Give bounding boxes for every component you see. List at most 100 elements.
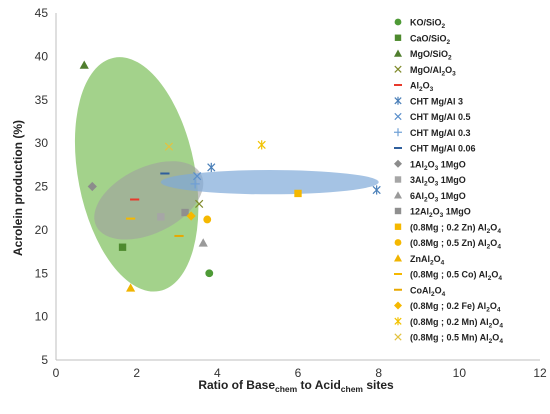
legend-item-cht-mg-al-0-5: CHT Mg/Al 0.5 [394, 112, 471, 122]
legend-label-coal2o4: CoAl2O4 [410, 285, 446, 298]
legend-item-0-8mg-0-5-co-al2o4: (0.8Mg ; 0.5 Co) Al2O4 [394, 270, 502, 283]
legend-marker-ko-sio2 [394, 18, 402, 26]
legend-label-0-8mg-0-2-mn-al2o4: (0.8Mg ; 0.2 Mn) Al2O4 [410, 317, 503, 330]
legend-item-0-8mg-0-5-mn-al2o4: (0.8Mg ; 0.5 Mn) Al2O4 [394, 333, 503, 346]
legend-marker-0-8mg-0-5-zn-al2o4 [394, 239, 402, 246]
point-12al2o3-1mgo-1 [181, 208, 189, 217]
legend-item-ko-sio2: KO/SiO2 [394, 18, 446, 31]
x-tick-label: 10 [453, 366, 467, 380]
legend-label-cao-sio2: CaO/SiO2 [410, 33, 451, 46]
legend-item-coal2o4: CoAl2O4 [394, 285, 446, 298]
y-tick-label: 30 [35, 136, 49, 150]
legend-marker-znal2o4 [394, 254, 402, 262]
legend-item-12al2o3-1mgo: 12Al2O3 1MgO [394, 207, 471, 220]
legend-marker-1al2o3-1mgo [394, 159, 402, 168]
legend-item-cht-mg-al-0-06: CHT Mg/Al 0.06 [394, 144, 476, 154]
legend-label-cht-mg-al-0-5: CHT Mg/Al 0.5 [410, 112, 471, 122]
y-tick-label: 45 [35, 6, 49, 20]
legend-marker-0-8mg-0-5-mn-al2o4 [394, 333, 402, 341]
legend-item-0-8mg-0-2-zn-al2o4: (0.8Mg ; 0.2 Zn) Al2O4 [394, 222, 501, 235]
legend-marker-6al2o3-1mgo [394, 191, 402, 199]
legend-label-0-8mg-0-2-zn-al2o4: (0.8Mg ; 0.2 Zn) Al2O4 [410, 222, 501, 235]
legend-item-cao-sio2: CaO/SiO2 [394, 33, 451, 46]
x-tick-label: 8 [375, 366, 382, 380]
legend-label-0-8mg-0-5-zn-al2o4: (0.8Mg ; 0.5 Zn) Al2O4 [410, 238, 501, 251]
point-mgo-al2o3-1 [195, 199, 204, 208]
x-tick-label: 0 [53, 366, 60, 380]
x-tick-label: 2 [133, 366, 140, 380]
legend: KO/SiO2 CaO/SiO2 MgO/SiO2 MgO/Al2O3 Al2O3 CHT… [394, 18, 503, 346]
x-tick-label: 12 [533, 366, 547, 380]
legend-label-3al2o3-1mgo: 3Al2O3 1MgO [410, 175, 466, 188]
legend-marker-3al2o3-1mgo [394, 176, 402, 183]
legend-item-cht-mg-al-3: CHT Mg/Al 3 [394, 96, 463, 106]
point-cht-mg-al-0-3-1 [190, 179, 200, 189]
axes: 5 10 15 20 25 30 35 40 45 0 2 4 6 8 10 12 [35, 6, 547, 380]
y-tick-label: 15 [35, 266, 49, 280]
legend-marker-cao-sio2 [394, 34, 402, 41]
legend-item-mgo-sio2: MgO/SiO2 [394, 49, 452, 62]
point-cht-mg-al-3-1 [207, 162, 216, 173]
legend-label-6al2o3-1mgo: 6Al2O3 1MgO [410, 191, 466, 204]
legend-marker-0-8mg-0-2-zn-al2o4 [394, 223, 402, 230]
legend-label-0-8mg-0-5-co-al2o4: (0.8Mg ; 0.5 Co) Al2O4 [410, 270, 502, 283]
legend-item-0-8mg-0-2-mn-al2o4: (0.8Mg ; 0.2 Mn) Al2O4 [394, 317, 503, 330]
point-1al2o3-1mgo-1 [87, 181, 97, 192]
legend-label-12al2o3-1mgo: 12Al2O3 1MgO [410, 207, 471, 220]
point-0-8mg-0-5-mn-al2o4-1 [164, 142, 174, 151]
point-cht-mg-al-3-2 [372, 185, 381, 195]
y-axis-title: Acrolein production (%) [11, 120, 25, 256]
legend-label-znal2o4: ZnAl2O4 [410, 254, 445, 267]
point-0-8mg-0-2-mn-al2o4-1 [257, 140, 266, 150]
point-cht-mg-al-0-5-1 [193, 171, 202, 181]
legend-label-cht-mg-al-0-3: CHT Mg/Al 0.3 [410, 128, 471, 138]
y-tick-label: 20 [35, 223, 49, 237]
legend-label-0-8mg-0-2-fe-al2o4: (0.8Mg ; 0.2 Fe) Al2O4 [410, 301, 501, 314]
point-6al2o3-1mgo-1 [198, 238, 208, 247]
legend-label-mgo-al2o3: MgO/Al2O3 [410, 65, 456, 78]
legend-item-mgo-al2o3: MgO/Al2O3 [394, 65, 456, 78]
x-tick-label: 6 [295, 366, 302, 380]
legend-marker-0-8mg-0-2-mn-al2o4 [394, 317, 402, 326]
y-tick-label: 5 [41, 353, 48, 367]
y-tick-label: 10 [35, 310, 49, 324]
cluster-region-3 [160, 170, 379, 195]
point-0-8mg-0-2-zn-al2o4-1 [294, 189, 302, 198]
legend-marker-cht-mg-al-0-5 [394, 112, 402, 121]
point-mgo-sio2-1 [79, 60, 89, 69]
legend-marker-cht-mg-al-3 [394, 96, 402, 105]
cluster-regions [74, 57, 379, 292]
legend-marker-mgo-al2o3 [394, 65, 402, 73]
data-points [79, 60, 381, 292]
legend-label-mgo-sio2: MgO/SiO2 [410, 49, 452, 62]
point-0-8mg-0-5-zn-al2o4-1 [203, 215, 212, 224]
x-tick-label: 4 [214, 366, 221, 380]
legend-item-0-8mg-0-2-fe-al2o4: (0.8Mg ; 0.2 Fe) Al2O4 [394, 301, 501, 314]
y-tick-label: 25 [35, 180, 49, 194]
point-3al2o3-1mgo-1 [157, 213, 165, 221]
legend-marker-12al2o3-1mgo [394, 207, 402, 215]
legend-item-6al2o3-1mgo: 6Al2O3 1MgO [394, 191, 466, 204]
legend-marker-0-8mg-0-2-fe-al2o4 [394, 301, 402, 310]
point-cao-sio2-1 [118, 243, 127, 251]
x-axis-title: Ratio of Basechem to Acidchem sites [198, 378, 394, 394]
legend-label-cht-mg-al-3: CHT Mg/Al 3 [410, 96, 463, 106]
legend-item-znal2o4: ZnAl2O4 [394, 254, 445, 267]
legend-item-1al2o3-1mgo: 1Al2O3 1MgO [394, 159, 466, 172]
legend-label-1al2o3-1mgo: 1Al2O3 1MgO [410, 159, 466, 172]
legend-label-cht-mg-al-0-06: CHT Mg/Al 0.06 [410, 144, 476, 154]
point-znal2o4-1 [126, 283, 136, 292]
legend-item-al2o3: Al2O3 [394, 81, 434, 94]
y-tick-label: 35 [35, 93, 49, 107]
legend-label-al2o3: Al2O3 [410, 81, 434, 94]
legend-item-0-8mg-0-5-zn-al2o4: (0.8Mg ; 0.5 Zn) Al2O4 [394, 238, 501, 251]
legend-label-ko-sio2: KO/SiO2 [410, 18, 446, 31]
legend-item-cht-mg-al-0-3: CHT Mg/Al 0.3 [394, 128, 471, 138]
legend-marker-mgo-sio2 [394, 49, 402, 57]
point-0-8mg-0-2-fe-al2o4-1 [186, 211, 196, 221]
legend-marker-cht-mg-al-0-3 [394, 128, 402, 137]
point-ko-sio2-1 [205, 269, 214, 278]
legend-item-3al2o3-1mgo: 3Al2O3 1MgO [394, 175, 466, 188]
legend-label-0-8mg-0-5-mn-al2o4: (0.8Mg ; 0.5 Mn) Al2O4 [410, 333, 503, 346]
